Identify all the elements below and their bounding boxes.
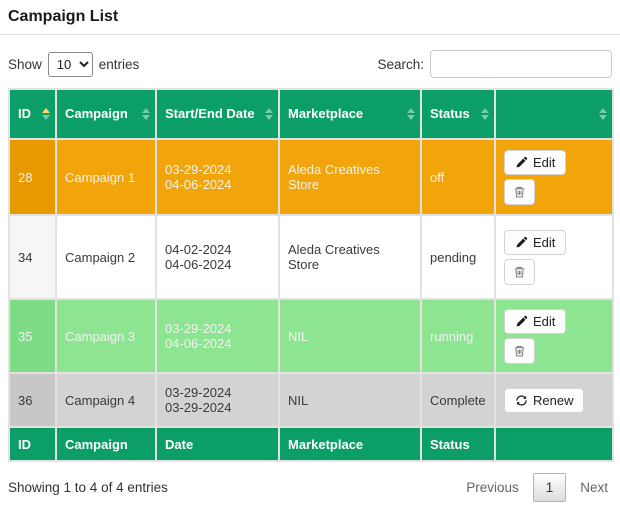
footer-header-id: ID	[8, 426, 57, 462]
cell-status: pending	[420, 214, 496, 300]
trash-icon	[513, 185, 526, 199]
edit-button[interactable]: Edit	[504, 149, 567, 175]
search-control: Search:	[377, 50, 612, 78]
footer-header-actions	[494, 426, 614, 462]
sort-both-icon	[265, 108, 273, 120]
cell-marketplace: Aleda Creatives Store	[278, 214, 422, 300]
end-date: 04-06-2024	[165, 336, 232, 351]
sort-both-icon	[142, 108, 150, 120]
table-body: 28 Campaign 1 03-29-2024 04-06-2024 Aled…	[8, 138, 614, 428]
next-page-button[interactable]: Next	[576, 475, 612, 500]
column-header-status[interactable]: Status	[420, 88, 496, 140]
cell-date: 03-29-2024 04-06-2024	[155, 138, 280, 216]
table-row: 28 Campaign 1 03-29-2024 04-06-2024 Aled…	[8, 138, 614, 216]
cell-actions: Renew	[494, 372, 614, 428]
cell-marketplace: NIL	[278, 372, 422, 428]
edit-button[interactable]: Edit	[504, 229, 567, 255]
column-header-actions[interactable]	[494, 88, 614, 140]
page-length-select[interactable]: 10	[47, 51, 93, 77]
column-header-id[interactable]: ID	[8, 88, 57, 140]
entries-label: entries	[98, 56, 140, 72]
footer-header-status: Status	[420, 426, 496, 462]
table-footer: ID Campaign Date Marketplace Status	[8, 426, 614, 462]
footer-header-campaign: Campaign	[55, 426, 157, 462]
renew-button[interactable]: Renew	[504, 387, 585, 413]
start-date: 03-29-2024	[165, 385, 232, 400]
page-length-control: Show 10 entries	[8, 51, 140, 77]
footer-header-date: Date	[155, 426, 280, 462]
trash-icon	[513, 265, 526, 279]
start-date: 03-29-2024	[165, 321, 232, 336]
sort-both-icon	[481, 108, 489, 120]
cell-marketplace: NIL	[278, 298, 422, 374]
column-header-marketplace[interactable]: Marketplace	[278, 88, 422, 140]
cell-actions: Edit	[494, 298, 614, 374]
end-date: 04-06-2024	[165, 257, 232, 272]
search-input[interactable]	[430, 50, 612, 78]
cell-id: 36	[8, 372, 57, 428]
show-label: Show	[8, 56, 42, 72]
previous-page-button[interactable]: Previous	[462, 475, 523, 500]
table-header: ID Campaign Start/End Date Marketplace S…	[8, 88, 614, 140]
table-row: 35 Campaign 3 03-29-2024 04-06-2024 NIL …	[8, 298, 614, 374]
cell-status: running	[420, 298, 496, 374]
cell-status: off	[420, 138, 496, 216]
pencil-icon	[515, 156, 528, 169]
end-date: 03-29-2024	[165, 400, 232, 415]
column-header-date[interactable]: Start/End Date	[155, 88, 280, 140]
delete-button[interactable]	[504, 178, 535, 205]
delete-button[interactable]	[504, 258, 535, 285]
pencil-icon	[515, 236, 528, 249]
edit-button[interactable]: Edit	[504, 308, 567, 334]
search-label: Search:	[377, 56, 424, 72]
page-title: Campaign List	[8, 8, 119, 25]
cell-date: 03-29-2024 03-29-2024	[155, 372, 280, 428]
cell-id: 34	[8, 214, 57, 300]
refresh-icon	[515, 394, 528, 407]
cell-campaign: Campaign 3	[55, 298, 157, 374]
sort-both-icon	[599, 108, 607, 120]
cell-campaign: Campaign 4	[55, 372, 157, 428]
cell-campaign: Campaign 2	[55, 214, 157, 300]
start-date: 03-29-2024	[165, 162, 232, 177]
cell-id: 28	[8, 138, 57, 216]
campaign-table: ID Campaign Start/End Date Marketplace S…	[8, 88, 614, 462]
cell-id: 35	[8, 298, 57, 374]
cell-actions: Edit	[494, 214, 614, 300]
end-date: 04-06-2024	[165, 177, 232, 192]
cell-campaign: Campaign 1	[55, 138, 157, 216]
column-header-campaign[interactable]: Campaign	[55, 88, 157, 140]
cell-date: 03-29-2024 04-06-2024	[155, 298, 280, 374]
table-summary-bar: Showing 1 to 4 of 4 entries Previous 1 N…	[8, 473, 612, 502]
start-date: 04-02-2024	[165, 242, 232, 257]
current-page-button[interactable]: 1	[532, 473, 567, 502]
table-row: 34 Campaign 2 04-02-2024 04-06-2024 Aled…	[8, 214, 614, 300]
pencil-icon	[515, 315, 528, 328]
pagination: Previous 1 Next	[462, 473, 612, 502]
sort-asc-icon	[42, 108, 50, 120]
table-row: 36 Campaign 4 03-29-2024 03-29-2024 NIL …	[8, 372, 614, 428]
cell-marketplace: Aleda Creatives Store	[278, 138, 422, 216]
delete-button[interactable]	[504, 337, 535, 364]
cell-actions: Edit	[494, 138, 614, 216]
footer-header-marketplace: Marketplace	[278, 426, 422, 462]
cell-status: Complete	[420, 372, 496, 428]
title-divider	[0, 34, 620, 35]
cell-date: 04-02-2024 04-06-2024	[155, 214, 280, 300]
entries-info: Showing 1 to 4 of 4 entries	[8, 480, 168, 495]
sort-both-icon	[407, 108, 415, 120]
trash-icon	[513, 344, 526, 358]
table-controls: Show 10 entries Search:	[8, 50, 612, 78]
